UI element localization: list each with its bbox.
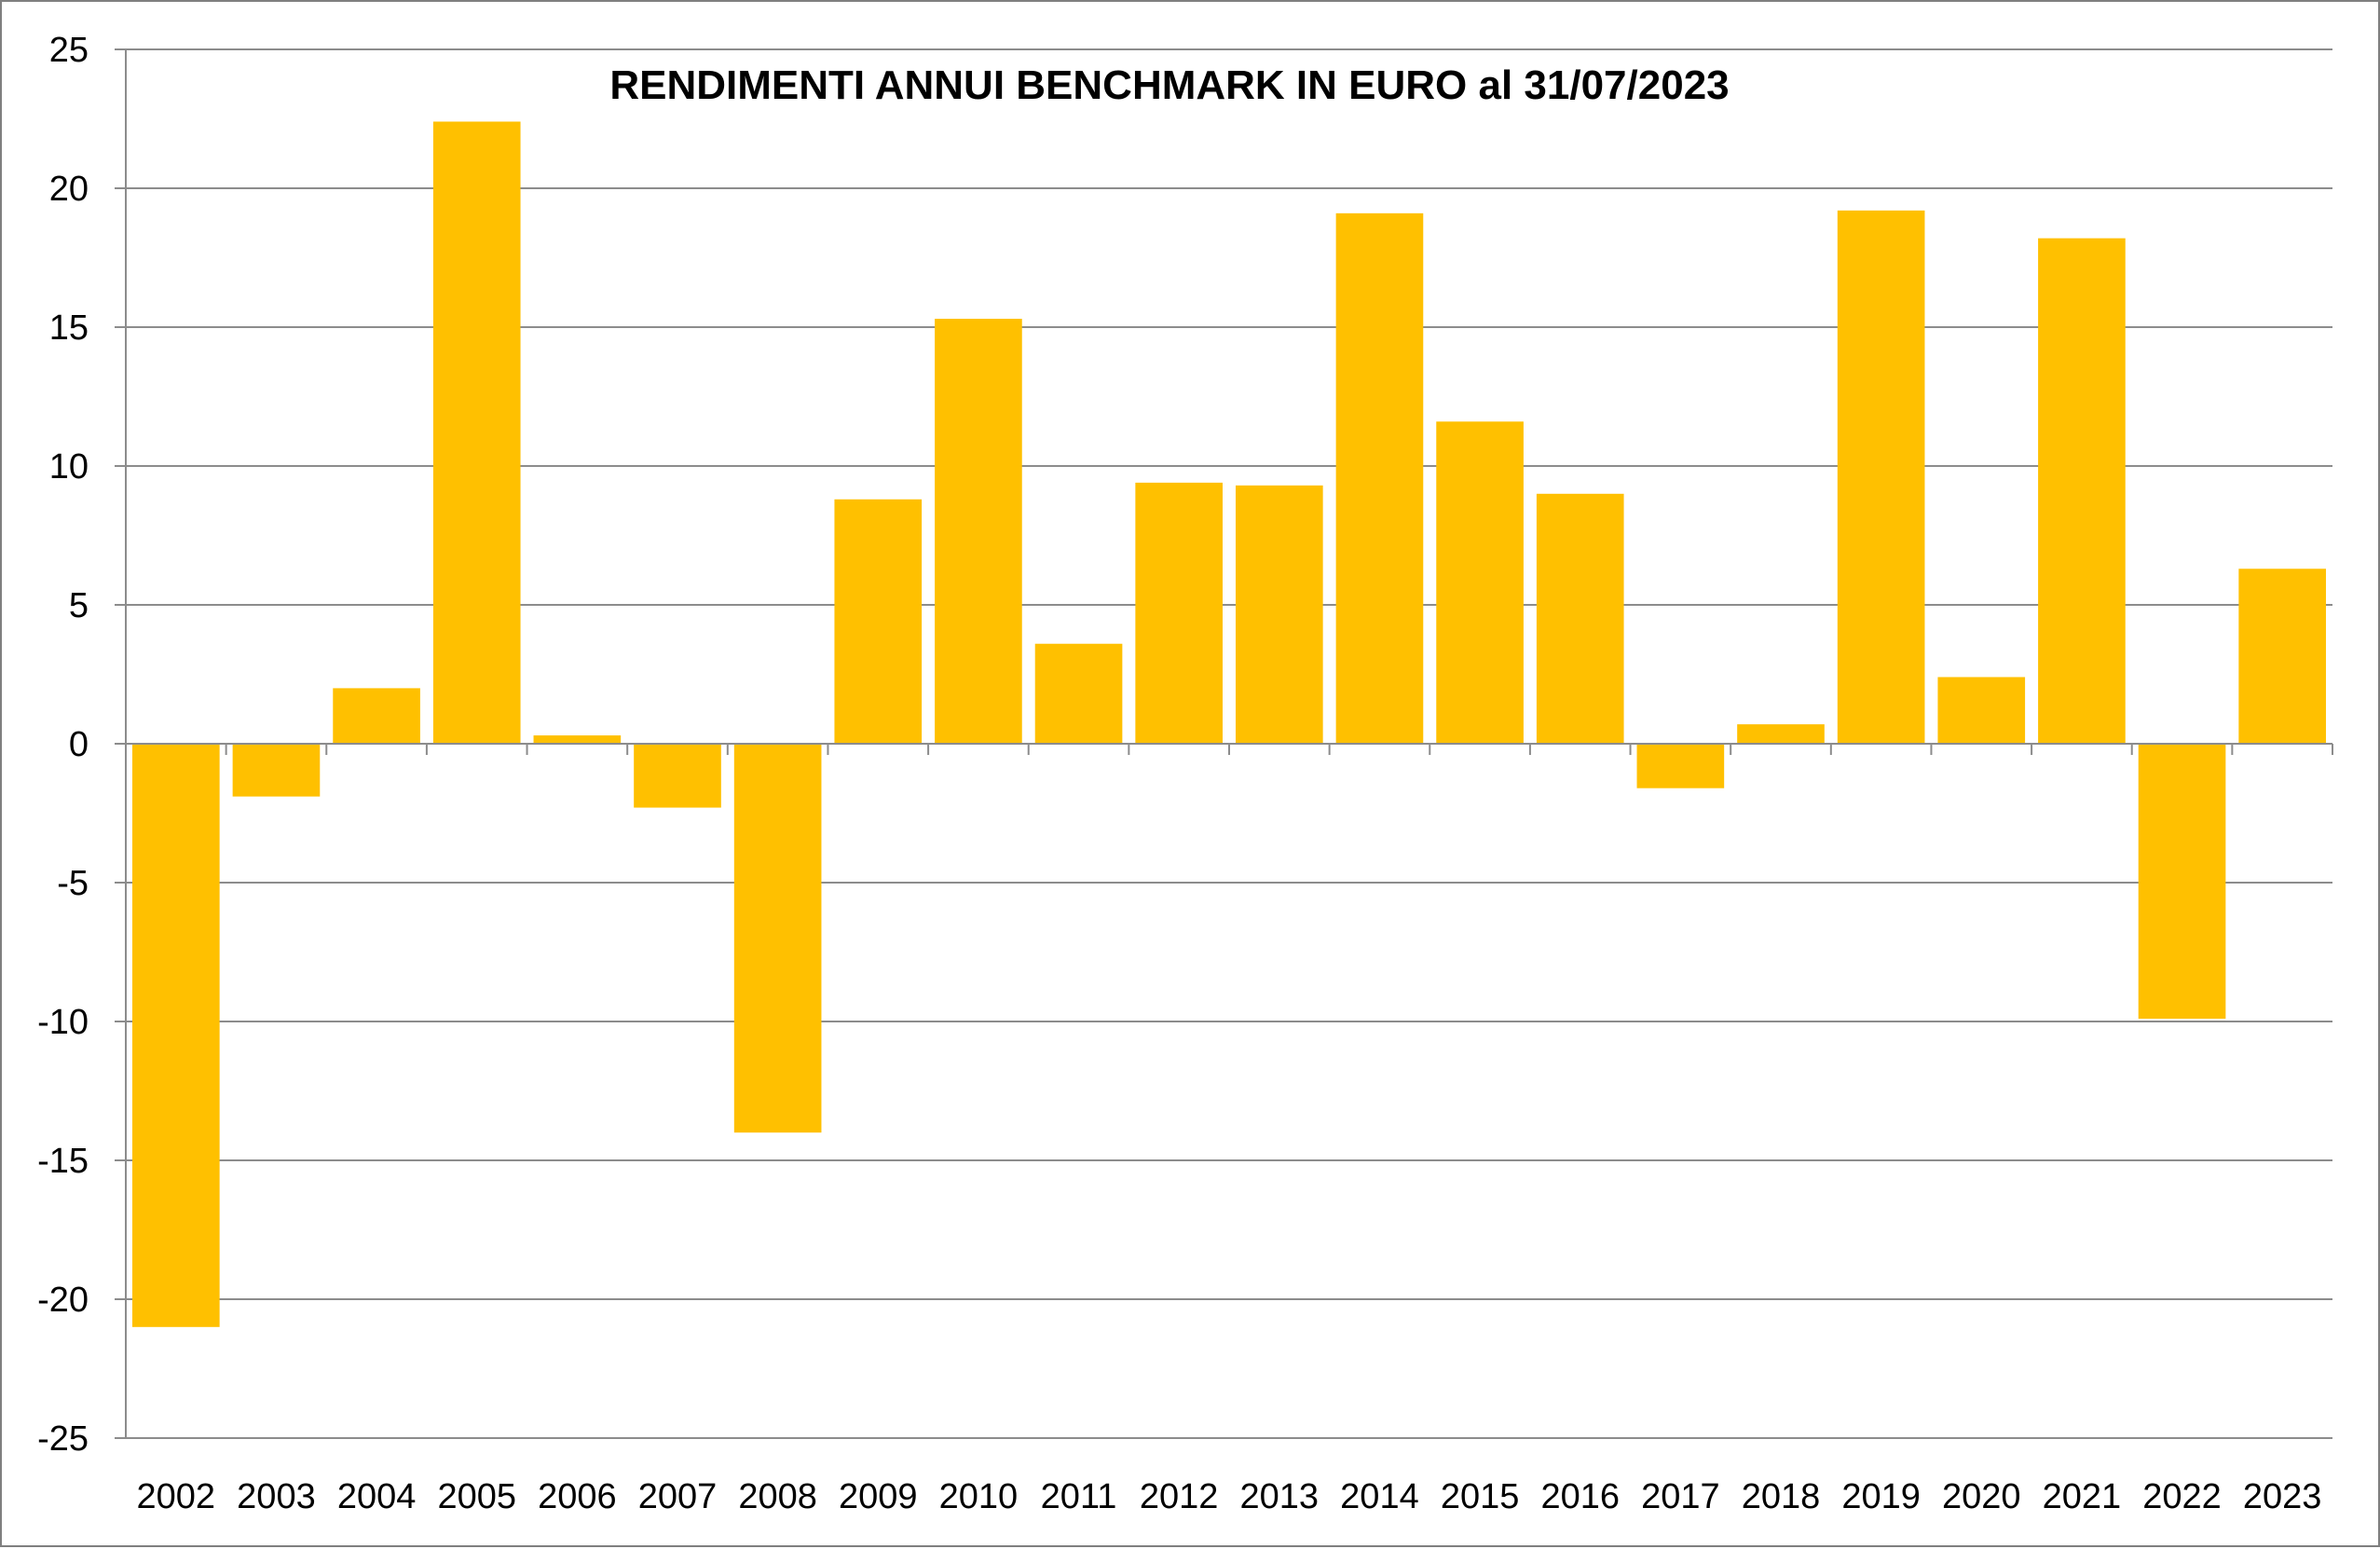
- bar-2002: [131, 744, 220, 1327]
- x-tick-label: 2010: [939, 1477, 1019, 1516]
- x-tick-label: 2006: [538, 1477, 617, 1516]
- bar-2013: [1235, 485, 1323, 744]
- axes: [115, 48, 2333, 1439]
- x-tick-label: 2009: [839, 1477, 918, 1516]
- bar-2020: [1937, 677, 2026, 744]
- y-tick-label: -25: [37, 1419, 89, 1459]
- y-tick-label: 10: [49, 447, 89, 487]
- bar-2015: [1436, 421, 1524, 744]
- bar-2003: [232, 744, 321, 797]
- x-tick-label: 2022: [2142, 1477, 2222, 1516]
- bar-2014: [1335, 212, 1424, 744]
- x-tick-label: 2014: [1340, 1477, 1419, 1516]
- y-tick-label: -15: [37, 1142, 89, 1181]
- bars: [131, 121, 2327, 1327]
- y-tick-label: 5: [69, 586, 89, 625]
- bar-2011: [1034, 643, 1123, 744]
- x-tick-label: 2008: [738, 1477, 817, 1516]
- y-tick-label: -10: [37, 1003, 89, 1042]
- x-tick-label: 2019: [1841, 1477, 1921, 1516]
- x-tick-labels: 2002 2003 2004 2005 2006 2007 2008 2009 2010 2011…: [137, 1477, 2322, 1516]
- x-tick-label: 2018: [1742, 1477, 1821, 1516]
- bar-2009: [834, 499, 923, 744]
- x-tick-label: 2021: [2043, 1477, 2122, 1516]
- bar-2023: [2238, 569, 2327, 744]
- bar-2017: [1636, 744, 1725, 788]
- y-tick-labels: 25 20 15 10 5 0 -5 -10 -15 -20 -25: [37, 31, 89, 1459]
- bar-2008: [733, 744, 822, 1133]
- y-tick-label: 0: [69, 725, 89, 764]
- bar-2010: [935, 319, 1022, 744]
- bar-2018: [1737, 724, 1825, 744]
- x-tick-label: 2017: [1641, 1477, 1720, 1516]
- x-tick-label: 2012: [1140, 1477, 1219, 1516]
- x-tick-label: 2011: [1041, 1477, 1117, 1516]
- y-tick-label: -20: [37, 1281, 89, 1320]
- bar-2022: [2138, 744, 2226, 1020]
- x-tick-label: 2020: [1942, 1477, 2021, 1516]
- x-tick-label: 2005: [437, 1477, 516, 1516]
- x-tick-label: 2003: [237, 1477, 316, 1516]
- x-tick-label: 2002: [137, 1477, 216, 1516]
- bar-2021: [2038, 238, 2126, 744]
- y-tick-label: 25: [49, 31, 89, 70]
- bar-2007: [634, 744, 721, 808]
- bar-2012: [1135, 482, 1224, 744]
- chart-title: RENDIMENTI ANNUI BENCHMARK IN EURO al 31…: [609, 62, 1729, 108]
- bar-2019: [1837, 210, 1925, 745]
- bar-2016: [1536, 493, 1624, 744]
- y-tick-label: 15: [49, 308, 89, 348]
- bar-2006: [533, 735, 622, 744]
- x-tick-label: 2013: [1240, 1477, 1320, 1516]
- bar-2004: [333, 688, 420, 744]
- bar-2005: [432, 121, 521, 745]
- y-tick-label: -5: [57, 864, 89, 903]
- x-tick-label: 2016: [1540, 1477, 1620, 1516]
- x-tick-label: 2004: [337, 1477, 417, 1516]
- x-tick-label: 2023: [2243, 1477, 2322, 1516]
- x-tick-label: 2007: [638, 1477, 718, 1516]
- y-tick-label: 20: [49, 170, 89, 209]
- x-tick-label: 2015: [1441, 1477, 1520, 1516]
